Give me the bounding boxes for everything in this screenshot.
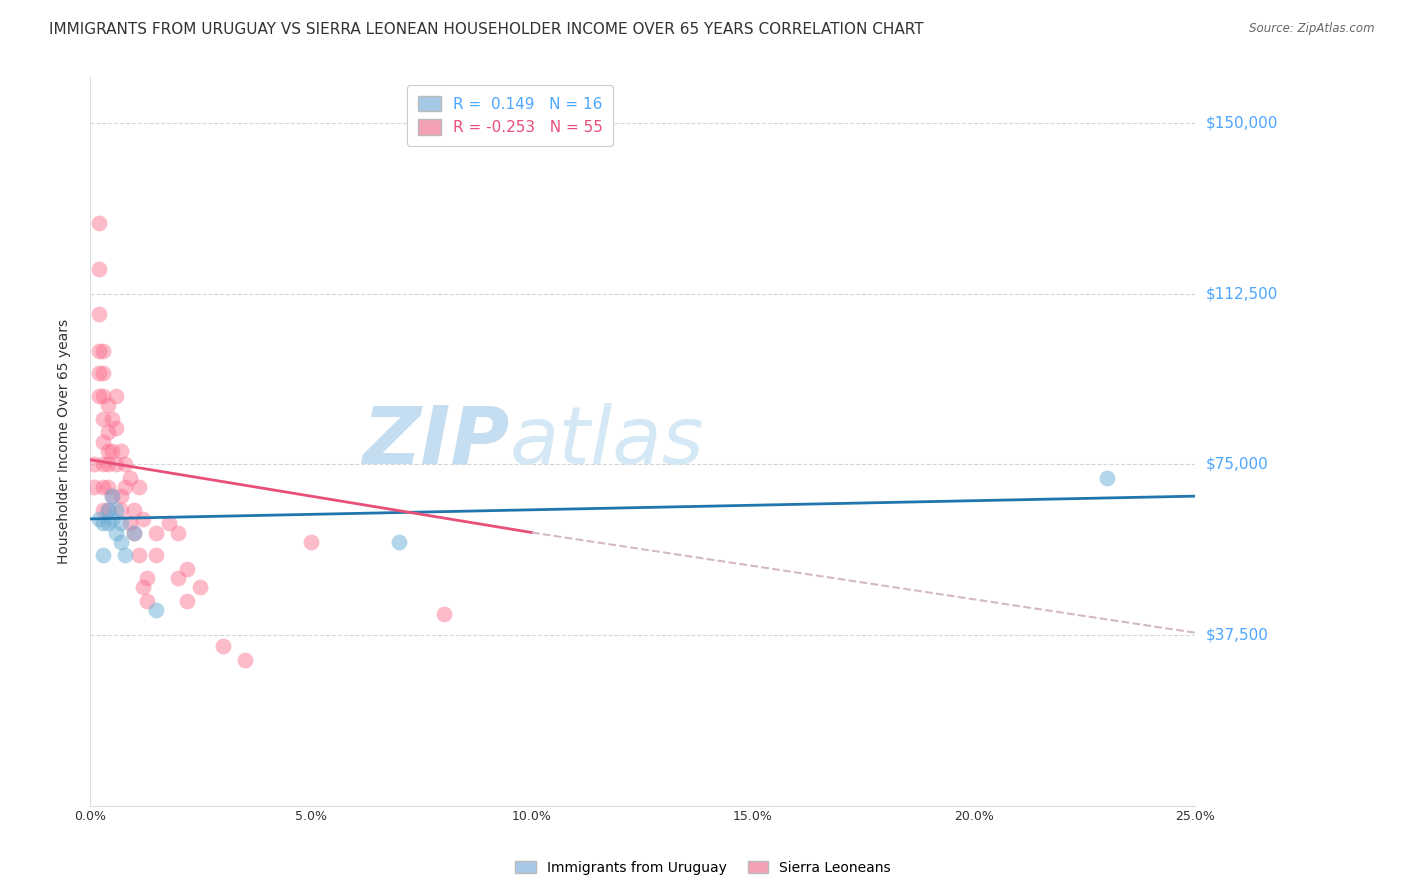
Legend: R =  0.149   N = 16, R = -0.253   N = 55: R = 0.149 N = 16, R = -0.253 N = 55 bbox=[406, 85, 613, 146]
Point bbox=[87, 343, 110, 358]
Point bbox=[101, 489, 124, 503]
Text: $112,500: $112,500 bbox=[1206, 286, 1278, 301]
Point bbox=[87, 307, 110, 321]
Point bbox=[145, 549, 167, 563]
Point bbox=[167, 571, 190, 585]
Point bbox=[114, 549, 136, 563]
Point bbox=[87, 216, 110, 230]
Point bbox=[114, 457, 136, 471]
Point bbox=[176, 562, 198, 576]
Point bbox=[299, 534, 322, 549]
Point bbox=[101, 512, 124, 526]
Legend: Immigrants from Uruguay, Sierra Leoneans: Immigrants from Uruguay, Sierra Leoneans bbox=[509, 855, 897, 880]
Point bbox=[110, 534, 132, 549]
Point bbox=[91, 549, 114, 563]
Point bbox=[128, 549, 150, 563]
Point bbox=[101, 411, 124, 425]
Point bbox=[432, 607, 454, 622]
Point bbox=[97, 425, 120, 440]
Point bbox=[91, 343, 114, 358]
Text: IMMIGRANTS FROM URUGUAY VS SIERRA LEONEAN HOUSEHOLDER INCOME OVER 65 YEARS CORRE: IMMIGRANTS FROM URUGUAY VS SIERRA LEONEA… bbox=[49, 22, 924, 37]
Point bbox=[145, 603, 167, 617]
Point bbox=[118, 516, 141, 531]
Point bbox=[97, 443, 120, 458]
Point bbox=[176, 594, 198, 608]
Point bbox=[122, 525, 145, 540]
Point bbox=[105, 525, 128, 540]
Point bbox=[105, 503, 128, 517]
Text: $150,000: $150,000 bbox=[1206, 115, 1278, 130]
Point bbox=[101, 443, 124, 458]
Point bbox=[87, 261, 110, 276]
Point bbox=[132, 580, 155, 594]
Text: Source: ZipAtlas.com: Source: ZipAtlas.com bbox=[1250, 22, 1375, 36]
Point bbox=[105, 421, 128, 435]
Point bbox=[105, 389, 128, 403]
Text: ZIP: ZIP bbox=[363, 402, 510, 481]
Point bbox=[110, 503, 132, 517]
Point bbox=[83, 457, 105, 471]
Point bbox=[110, 443, 132, 458]
Point bbox=[136, 594, 159, 608]
Point bbox=[159, 516, 181, 531]
Point bbox=[101, 489, 124, 503]
Point bbox=[83, 480, 105, 494]
Point bbox=[105, 457, 128, 471]
Point bbox=[97, 457, 120, 471]
Point bbox=[91, 411, 114, 425]
Point bbox=[97, 503, 120, 517]
Point bbox=[87, 366, 110, 380]
Point bbox=[97, 516, 120, 531]
Point bbox=[114, 480, 136, 494]
Point bbox=[91, 434, 114, 449]
Point bbox=[118, 471, 141, 485]
Point bbox=[91, 503, 114, 517]
Point bbox=[91, 457, 114, 471]
Point bbox=[110, 489, 132, 503]
Point bbox=[388, 534, 411, 549]
Text: atlas: atlas bbox=[510, 402, 704, 481]
Point bbox=[122, 525, 145, 540]
Point bbox=[87, 389, 110, 403]
Text: $37,500: $37,500 bbox=[1206, 627, 1270, 642]
Point bbox=[91, 389, 114, 403]
Point bbox=[233, 653, 256, 667]
Point bbox=[211, 640, 233, 654]
Point bbox=[87, 512, 110, 526]
Point bbox=[190, 580, 212, 594]
Text: $75,000: $75,000 bbox=[1206, 457, 1268, 472]
Point bbox=[128, 480, 150, 494]
Point bbox=[145, 525, 167, 540]
Point bbox=[91, 516, 114, 531]
Point bbox=[97, 503, 120, 517]
Point bbox=[167, 525, 190, 540]
Point bbox=[91, 480, 114, 494]
Point bbox=[136, 571, 159, 585]
Point bbox=[97, 480, 120, 494]
Point bbox=[122, 503, 145, 517]
Point bbox=[132, 512, 155, 526]
Point bbox=[91, 366, 114, 380]
Point bbox=[97, 398, 120, 412]
Point bbox=[110, 516, 132, 531]
Y-axis label: Householder Income Over 65 years: Householder Income Over 65 years bbox=[58, 319, 72, 564]
Point bbox=[1095, 471, 1118, 485]
